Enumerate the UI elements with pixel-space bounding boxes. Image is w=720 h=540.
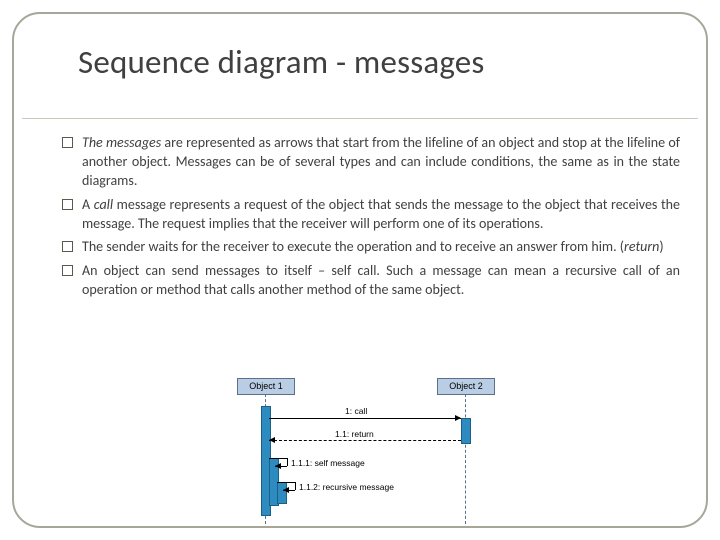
sequence-diagram: Object 1 Object 2 1: call 1.1: return 1.… xyxy=(225,378,515,528)
lifeline-2 xyxy=(465,394,466,524)
msg-return-line xyxy=(269,440,461,441)
msg-self-label: 1.1.1: self message xyxy=(291,458,365,468)
slide: Sequence diagram - messages The messages… xyxy=(0,0,720,540)
bullet-2-text: message represents a request of the obje… xyxy=(82,196,680,232)
bullet-3-text: The sender waits for the receiver to exe… xyxy=(82,238,624,255)
bullet-3: The sender waits for the receiver to exe… xyxy=(62,238,680,257)
page-title: Sequence diagram - messages xyxy=(78,42,690,82)
object-1-box: Object 1 xyxy=(237,378,295,395)
msg-self-top xyxy=(269,458,287,459)
bullet-1: The messages are represented as arrows t… xyxy=(62,134,680,191)
body-text: The messages are represented as arrows t… xyxy=(62,134,680,305)
object-2-box: Object 2 xyxy=(437,378,495,395)
msg-self-arrowhead xyxy=(275,463,281,469)
msg-call-line xyxy=(269,418,461,419)
msg-return-label: 1.1: return xyxy=(335,429,374,439)
bullet-4: An object can send messages to itself – … xyxy=(62,262,680,300)
bullet-2-pre: A xyxy=(82,196,94,213)
activation-self2 xyxy=(277,482,287,504)
bullet-2: A call message represents a request of t… xyxy=(62,196,680,234)
activation-obj2 xyxy=(461,418,471,444)
msg-return-arrowhead xyxy=(269,437,275,443)
bullet-2-emph: call xyxy=(94,196,113,213)
msg-call-label: 1: call xyxy=(345,406,367,416)
bullet-3-tail: ) xyxy=(659,238,663,255)
bullet-1-text: are represented as arrows that start fro… xyxy=(82,134,680,189)
msg-rec-side xyxy=(295,482,296,490)
msg-rec-top xyxy=(277,482,295,483)
msg-rec-label: 1.1.2: recursive message xyxy=(299,482,394,492)
title-underline xyxy=(22,118,698,119)
msg-self-side xyxy=(287,458,288,466)
bullet-3-emph: return xyxy=(624,238,659,255)
msg-call-arrowhead xyxy=(455,415,461,421)
bullet-1-emph: The messages xyxy=(82,134,161,151)
bullet-4-text: An object can send messages to itself – … xyxy=(82,262,680,298)
msg-rec-arrowhead xyxy=(283,487,289,493)
